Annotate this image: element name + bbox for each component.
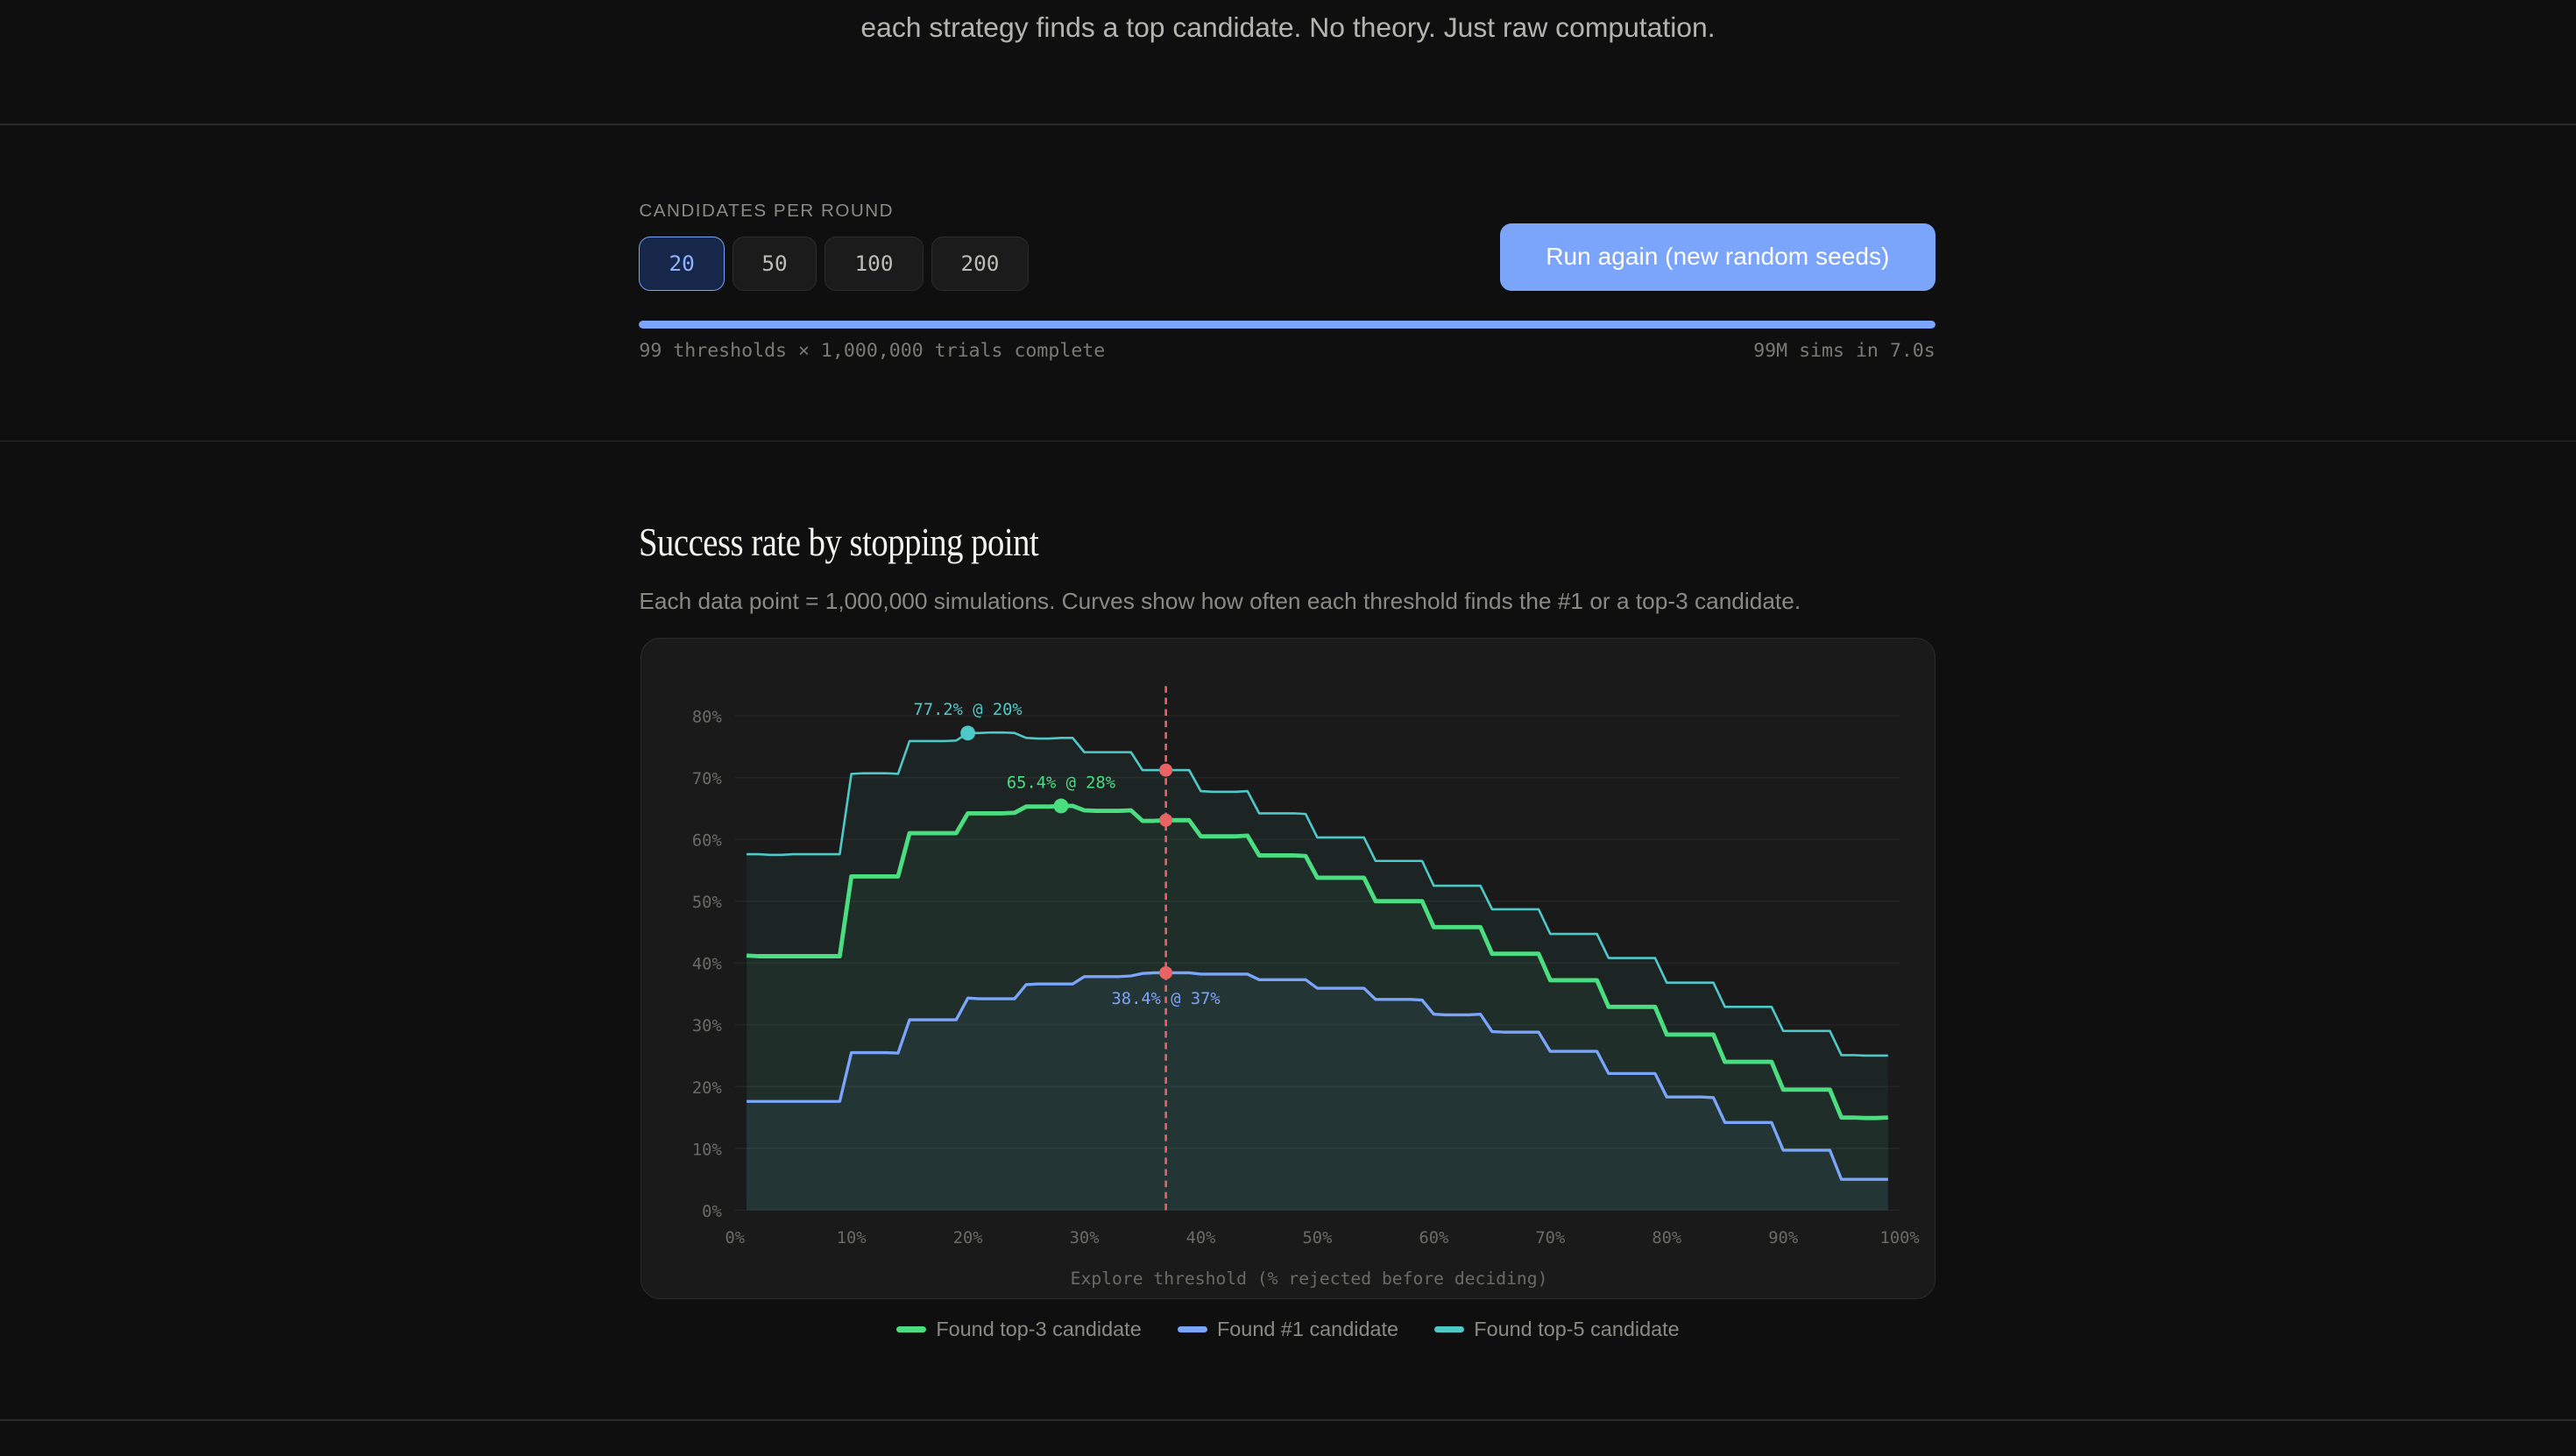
divider [0, 440, 2576, 442]
x-tick-label: 0% [725, 1229, 746, 1247]
first-area [747, 972, 1889, 1210]
run-again-button[interactable]: Run again (new random seeds) [1499, 223, 1936, 291]
top5-marker-dot [1159, 763, 1173, 777]
legend-swatch [1434, 1325, 1465, 1332]
chart-legend: Found top-3 candidate Found #1 candidate F… [0, 1318, 2576, 1341]
x-axis-label: Explore threshold (% rejected before dec… [1071, 1268, 1548, 1288]
x-tick-label: 20% [953, 1229, 983, 1247]
first-marker-dot [1159, 965, 1173, 979]
section-description: Each data point = 1,000,000 simulations.… [639, 588, 1801, 615]
y-tick-label: 80% [692, 708, 722, 726]
top3-peak-dot [1053, 798, 1069, 814]
legend-label: Found top-3 candidate [936, 1317, 1142, 1340]
y-tick-label: 70% [692, 770, 722, 788]
legend-swatch [1177, 1325, 1207, 1332]
x-tick-label: 30% [1070, 1229, 1100, 1247]
x-tick-label: 90% [1769, 1229, 1799, 1247]
top3-peak-label: 65.4% @ 28% [1007, 774, 1115, 792]
x-tick-label: 50% [1303, 1229, 1333, 1247]
legend-label: Found #1 candidate [1216, 1317, 1399, 1340]
top5-peak-dot [960, 724, 976, 740]
top5-peak-label: 77.2% @ 20% [914, 701, 1023, 719]
status-left: 99 thresholds × 1,000,000 trials complet… [639, 340, 1106, 363]
candidates-label: CANDIDATES PER ROUND [639, 200, 895, 221]
top5-line [747, 731, 1889, 1057]
x-tick-label: 70% [1536, 1229, 1566, 1247]
x-tick-label: 80% [1652, 1229, 1682, 1247]
chart-card: 0% 10% 20% 30% 40% 50% 60% 70% 80% 0% 10% 20% 30% 40%… [640, 637, 1936, 1300]
legend-label: Found top-5 candidate [1474, 1317, 1680, 1340]
progress-fill [639, 320, 1936, 329]
option-100-button[interactable]: 100 [824, 237, 924, 291]
x-tick-label: 60% [1419, 1229, 1449, 1247]
option-20-button[interactable]: 20 [639, 237, 725, 291]
status-right: 99M sims in 7.0s [1753, 340, 1936, 363]
y-tick-label: 50% [692, 894, 722, 912]
y-tick-label: 60% [692, 831, 722, 850]
legend-item-top5: Found top-5 candidate [1434, 1317, 1680, 1341]
first-line [747, 971, 1889, 1181]
progress-bar [639, 320, 1936, 329]
x-tick-label: 40% [1186, 1229, 1216, 1247]
top3-line [747, 803, 1889, 1120]
intro-text: each strategy finds a top candidate. No … [860, 11, 1716, 44]
y-tick-label: 40% [692, 955, 722, 973]
x-tick-label: 100% [1880, 1229, 1920, 1247]
divider [0, 123, 2576, 125]
legend-item-first: Found #1 candidate [1177, 1317, 1399, 1341]
top3-marker-dot [1159, 813, 1173, 827]
top5-area [747, 732, 1889, 1210]
y-tick-label: 30% [692, 1017, 722, 1035]
first-peak-label: 38.4% @ 37% [1112, 990, 1221, 1008]
section-title: Success rate by stopping point [639, 519, 1039, 564]
legend-item-top3: Found top-3 candidate [896, 1317, 1142, 1341]
divider [0, 1419, 2576, 1421]
y-tick-label: 0% [703, 1203, 723, 1221]
x-tick-label: 10% [837, 1229, 867, 1247]
option-50-button[interactable]: 50 [732, 237, 817, 291]
option-200-button[interactable]: 200 [931, 237, 1029, 291]
y-tick-label: 20% [692, 1078, 722, 1097]
legend-swatch [896, 1325, 927, 1332]
top3-area [747, 805, 1889, 1210]
y-tick-label: 10% [692, 1141, 722, 1159]
success-rate-chart: 0% 10% 20% 30% 40% 50% 60% 70% 80% 0% 10% 20% 30% 40%… [692, 685, 1920, 1288]
